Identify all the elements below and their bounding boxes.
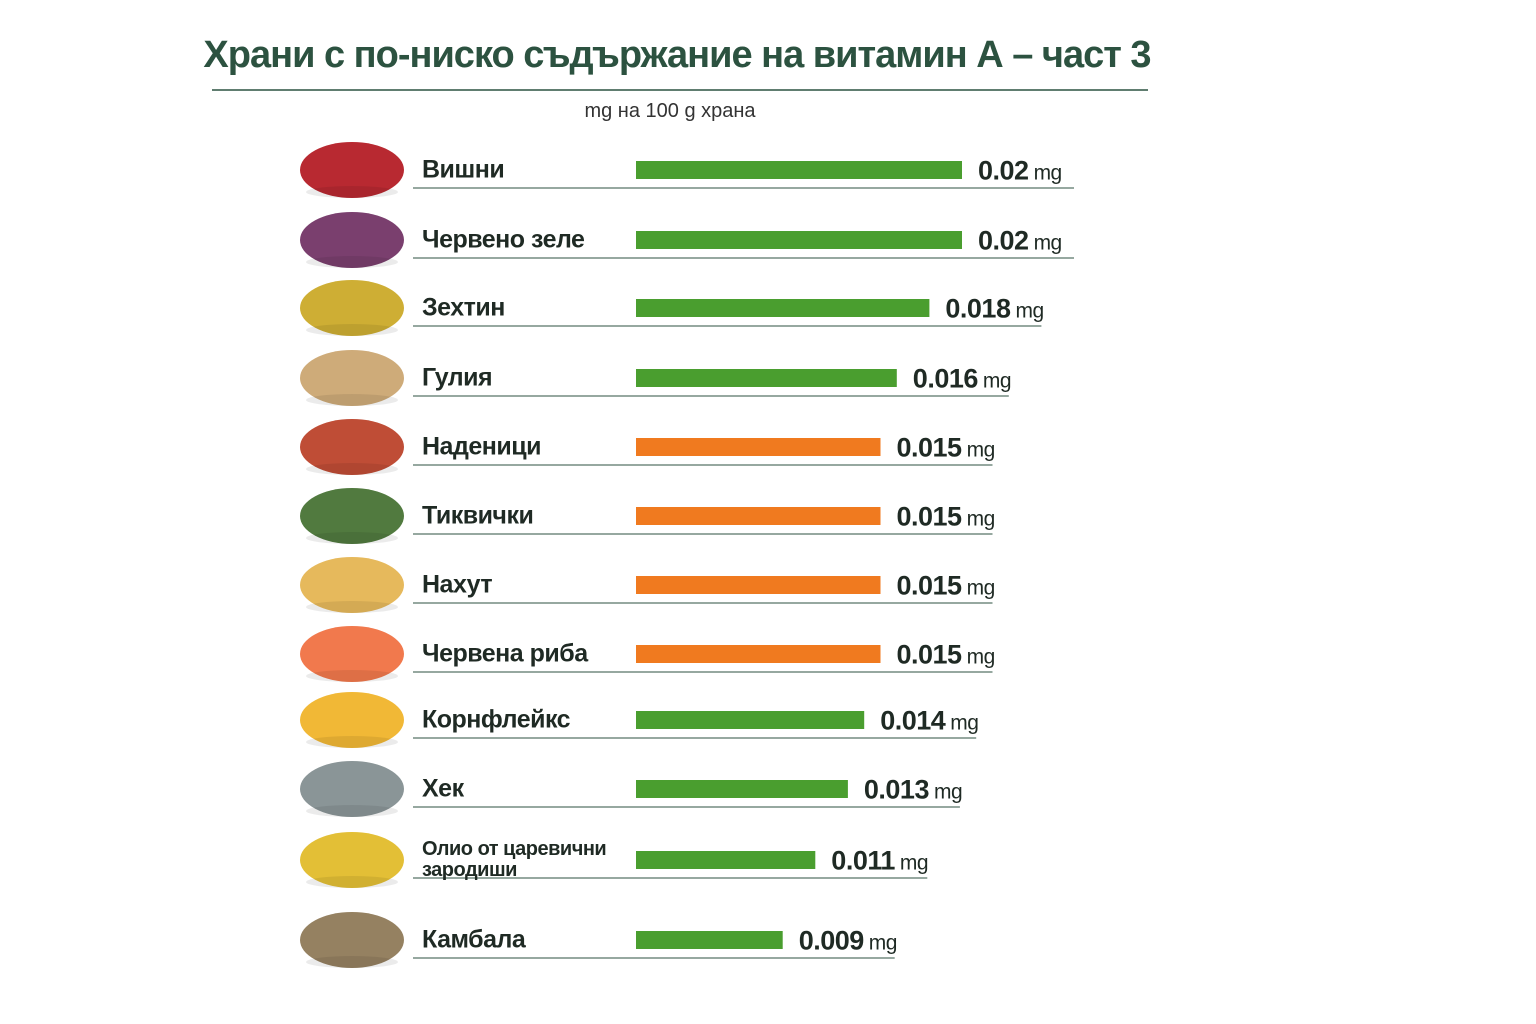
bar <box>636 507 881 525</box>
category-label: Камбала <box>422 925 526 954</box>
value-unit: mg <box>966 438 996 462</box>
value-label: 0.015 mg <box>896 432 996 464</box>
bar <box>636 369 897 387</box>
value-label: 0.02 mg <box>978 226 1062 257</box>
value-number: 0.013 <box>863 774 930 805</box>
value-label: 0.015 mg <box>896 639 996 671</box>
value-number: 0.009 <box>798 925 865 956</box>
value-number: 0.015 <box>896 639 963 670</box>
food-icon <box>300 761 404 817</box>
value-unit: mg <box>1033 231 1063 255</box>
bar <box>636 645 881 663</box>
chart-subtitle: mg на 100 g храна <box>584 100 756 122</box>
value-number: 0.016 <box>912 363 979 394</box>
category-label: Вишни <box>422 155 505 184</box>
food-icon <box>300 419 404 475</box>
food-icon-shade <box>306 876 398 888</box>
food-icon <box>300 626 404 682</box>
bar <box>636 438 881 456</box>
food-icon-shade <box>306 186 398 198</box>
category-label: Олио от царевични зародиши <box>422 838 607 881</box>
value-label: 0.015 mg <box>896 501 996 533</box>
category-label: Наденици <box>422 432 541 461</box>
bar <box>636 711 865 729</box>
food-icon-shade <box>306 532 398 544</box>
category-label: Червена риба <box>422 639 588 668</box>
food-icon-shade <box>306 463 398 475</box>
food-icon <box>300 280 404 336</box>
bar <box>636 780 848 798</box>
value-unit: mg <box>868 931 898 955</box>
food-icon-shade <box>306 601 398 613</box>
chart-title: Храни с по-ниско съдържание на витамин А… <box>203 34 1151 76</box>
value-unit: mg <box>966 645 996 669</box>
value-label: 0.011 mg <box>831 846 928 877</box>
value-label: 0.009 mg <box>798 925 898 957</box>
bar <box>636 161 962 179</box>
category-label: Корнфлейкс <box>422 705 571 734</box>
food-icon <box>300 212 404 268</box>
bar <box>636 231 962 249</box>
category-label: Хек <box>422 774 464 803</box>
food-icon-shade <box>306 394 398 406</box>
food-icon <box>300 832 404 888</box>
value-unit: mg <box>982 369 1012 393</box>
food-icon <box>300 557 404 613</box>
value-number: 0.015 <box>896 432 963 463</box>
bar <box>636 299 930 317</box>
food-icon <box>300 912 404 968</box>
value-label: 0.016 mg <box>912 363 1012 395</box>
value-label: 0.015 mg <box>896 570 996 602</box>
bar <box>636 931 783 949</box>
category-label: Зехтин <box>422 293 505 322</box>
value-unit: mg <box>933 780 963 804</box>
value-number: 0.011 <box>831 845 895 876</box>
value-unit: mg <box>966 576 996 600</box>
value-number: 0.015 <box>896 570 963 601</box>
value-unit: mg <box>966 507 996 531</box>
food-icon-shade <box>306 736 398 748</box>
value-label: 0.014 mg <box>880 705 979 737</box>
category-label: Нахут <box>422 570 493 599</box>
food-icon <box>300 488 404 544</box>
category-label: Гулия <box>422 363 493 392</box>
value-unit: mg <box>950 711 979 735</box>
bar <box>636 851 816 869</box>
value-number: 0.015 <box>896 501 963 532</box>
food-icon <box>300 350 404 406</box>
value-label: 0.02 mg <box>978 156 1062 187</box>
food-icon-shade <box>306 670 398 682</box>
value-number: 0.02 <box>978 225 1029 256</box>
value-number: 0.018 <box>945 293 1011 324</box>
category-label: Червено зеле <box>422 225 585 254</box>
category-label: Тиквички <box>422 501 534 530</box>
food-icon <box>300 692 404 748</box>
food-icon <box>300 142 404 198</box>
value-unit: mg <box>1015 299 1044 323</box>
value-number: 0.014 <box>880 705 946 736</box>
food-icon-shade <box>306 956 398 968</box>
food-icon-shade <box>306 805 398 817</box>
bar <box>636 576 881 594</box>
value-label: 0.013 mg <box>863 774 963 806</box>
value-number: 0.02 <box>978 155 1029 186</box>
food-icon-shade <box>306 256 398 268</box>
value-unit: mg <box>1033 161 1063 185</box>
value-unit: mg <box>899 851 929 875</box>
value-label: 0.018 mg <box>945 293 1044 325</box>
food-icon-shade <box>306 324 398 336</box>
